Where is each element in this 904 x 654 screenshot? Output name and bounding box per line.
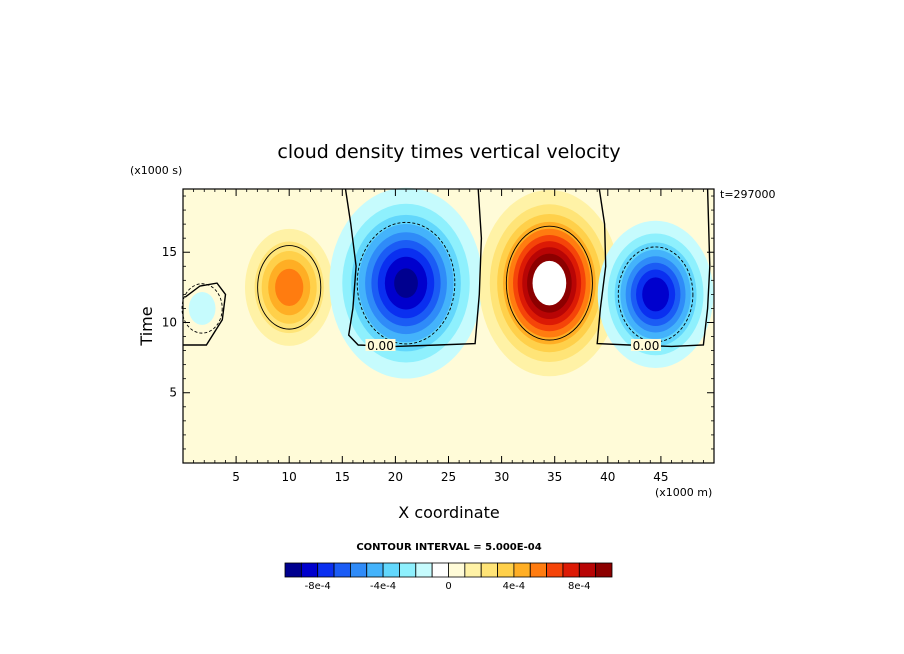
y-tick-label: 15 [162,245,177,259]
colorbar-swatch [546,562,564,578]
colorbar-swatch [562,562,580,578]
cell-level [539,270,559,296]
x-ticks: 5 10 15 20 25 30 35 40 45 [193,189,704,484]
cell-contour [257,245,322,330]
zero-contour-label: 0.00 [633,339,660,353]
contour-interval-label: CONTOUR INTERVAL = 5.000E-04 [356,542,541,553]
colorbar-swatch [399,562,417,578]
colorbar-swatch [480,562,498,578]
cell-level [394,268,418,298]
colorbar-swatch [284,562,302,578]
colorbar-tick-label: -8e-4 [305,581,331,592]
colorbar [284,562,613,578]
x-tick-label: 30 [494,470,509,484]
cell-0 [244,228,334,346]
colorbar-swatch [448,562,466,578]
colorbar-swatch [431,562,449,578]
x-tick-label: 5 [232,470,240,484]
colorbar-swatch [300,562,319,578]
colorbar-swatch [349,562,368,578]
colorbar-swatch [529,562,548,578]
colorbar-swatch [382,562,400,578]
colorbar-swatch [578,562,597,578]
colorbar-tick-label: 0 [445,581,451,592]
colorbar-tick-label: 4e-4 [503,581,526,592]
chart-title: cloud density times vertical velocity [277,141,620,163]
colorbar-swatch [333,562,351,578]
x-axis-label: X coordinate [398,503,499,522]
colorbar-swatch [497,562,515,578]
field-cells [181,187,714,379]
x-unit-label: (x1000 m) [655,486,712,499]
cell-1 [329,187,483,379]
cell-3 [597,220,714,369]
time-label: t=297000 [720,188,776,201]
cell-contour [181,283,223,334]
cell-2 [478,189,620,377]
y-tick-label: 10 [162,315,177,329]
cell-contour [505,225,593,341]
zero-contour-line [596,188,711,348]
colorbar-tick-label: -4e-4 [370,581,396,592]
cell-level [275,268,304,307]
colorbar-labels: -8e-4 -4e-4 0 4e-4 8e-4 [305,581,591,592]
x-tick-label: 25 [441,470,456,484]
cell-contour [356,221,456,345]
cell-level [642,277,669,312]
x-tick-label: 10 [282,470,297,484]
x-tick-label: 20 [388,470,403,484]
zero-label-bg [365,338,396,351]
colorbar-swatch [595,562,613,578]
y-ticks: 5 10 15 [162,195,714,450]
y-tick-label: 5 [169,386,177,400]
y-unit-label: (x1000 s) [130,164,182,177]
y-axis-label: Time [137,306,156,346]
zero-contour-line [183,282,227,346]
colorbar-swatch [415,562,433,578]
x-tick-label: 40 [600,470,615,484]
zero-contours: 0.00 0.00 [183,188,711,353]
x-tick-label: 45 [653,470,668,484]
x-tick-label: 35 [547,470,562,484]
zero-contour-label: 0.00 [367,339,394,353]
cell-4 [181,283,223,334]
colorbar-swatch [513,562,531,578]
colorbar-swatch [366,562,384,578]
zero-label-bg [630,338,661,351]
colorbar-swatch [317,562,335,578]
colorbar-swatch [464,562,482,578]
plot-area: 0.00 0.00 5 10 15 20 25 30 35 40 45 5 10 15 [162,187,715,484]
colorbar-tick-label: 8e-4 [568,581,591,592]
x-tick-label: 15 [335,470,350,484]
cell-level [188,291,216,325]
